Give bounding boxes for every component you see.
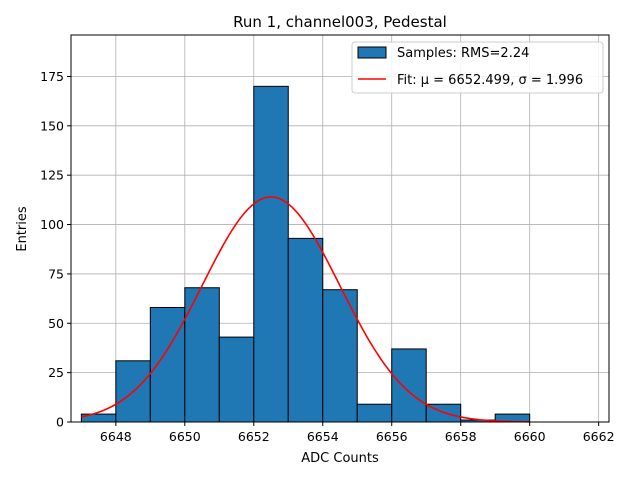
x-tick-label: 6648 [100, 429, 132, 444]
legend-swatch-histogram [357, 46, 387, 59]
y-tick-label: 0 [56, 415, 64, 430]
fit-curve [81, 196, 530, 423]
legend-label-histogram: Samples: RMS=2.24 [397, 46, 529, 61]
x-tick-label: 6654 [307, 429, 339, 444]
histogram-bar [149, 306, 186, 423]
y-axis-label: Entries [15, 206, 30, 252]
x-tick-label: 6652 [238, 429, 270, 444]
x-tick-label: 6656 [376, 429, 408, 444]
x-tick-label: 6662 [583, 429, 615, 444]
y-axis-ticks: 0 25 50 75 100 125 150 175 [40, 69, 71, 430]
x-tick-label: 6660 [514, 429, 546, 444]
x-tick-label: 6650 [169, 429, 201, 444]
chart-title: Run 1, channel003, Pedestal [233, 13, 447, 31]
x-tick-label: 6658 [445, 429, 477, 444]
histogram-bar [391, 348, 427, 423]
legend-box [351, 41, 604, 94]
y-tick-label: 25 [48, 365, 64, 380]
legend-label-fit: Fit: μ = 6652.499, σ = 1.996 [397, 73, 583, 88]
histogram-bar [218, 336, 255, 423]
y-tick-label: 75 [48, 266, 64, 281]
histogram-bar [253, 85, 289, 423]
y-tick-label: 175 [40, 69, 64, 84]
y-tick-label: 100 [40, 217, 64, 232]
histogram-bar [356, 403, 393, 423]
y-tick-label: 150 [40, 118, 64, 133]
legend: Samples: RMS=2.24 Fit: μ = 6652.499, σ =… [351, 41, 604, 94]
y-tick-label: 50 [48, 316, 64, 331]
histogram-bars [80, 85, 531, 423]
plot-frame [70, 34, 610, 423]
histogram-bar [287, 237, 324, 423]
y-tick-label: 125 [40, 168, 64, 183]
x-axis-ticks: 6648 6650 6652 6654 6656 6658 6660 6662 [100, 422, 615, 444]
x-axis-label: ADC Counts [301, 451, 379, 466]
